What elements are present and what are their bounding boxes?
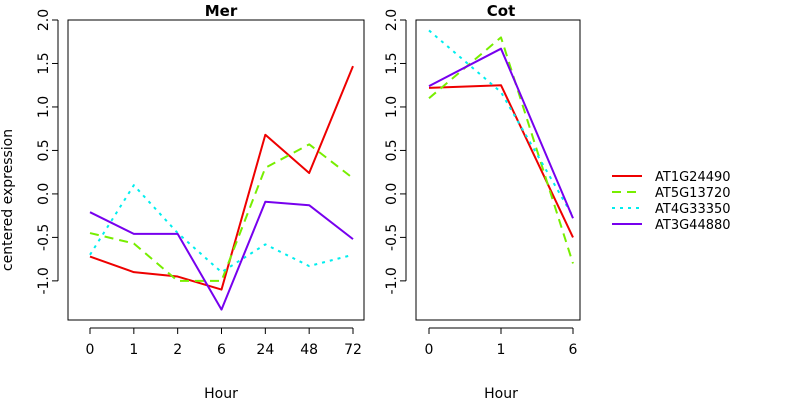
legend-label: AT5G13720 <box>655 186 731 201</box>
y-tick-label: 1.5 <box>36 52 52 74</box>
series-line-at1g24490 <box>89 65 354 291</box>
x-tick-label: 6 <box>217 342 226 358</box>
series-line-at1g24490 <box>428 84 574 238</box>
y-tick-label: 1.0 <box>36 96 52 118</box>
panel-mer: Mer Hour -1.0 -0.5 0.0 0.5 1.0 1.5 2.0 0 1 2 6 24 4… <box>36 2 365 400</box>
x-tick-label: 72 <box>344 342 362 358</box>
y-tick-label: 0.5 <box>36 139 52 161</box>
panel-cot: Cot Hour -1.0 -0.5 0.0 0.5 1.0 1.5 2.0 0 1 6 <box>384 2 581 400</box>
y-tick-label: 1.5 <box>384 52 400 74</box>
series-lines <box>428 29 574 264</box>
legend-label: AT1G24490 <box>655 170 731 185</box>
x-tick-label: 48 <box>300 342 318 358</box>
y-tick-label: -1.0 <box>36 267 52 294</box>
panel-title: Mer <box>205 2 238 20</box>
series-line-at5g13720 <box>428 36 574 264</box>
y-tick-label: -1.0 <box>384 267 400 294</box>
legend-item: AT4G33350 <box>612 202 731 217</box>
x-tick-label: 0 <box>86 342 95 358</box>
x-tick-label: 6 <box>569 342 578 358</box>
y-tick-label: 0.0 <box>36 183 52 205</box>
plot-frame <box>67 19 365 321</box>
x-tick-label: 2 <box>173 342 182 358</box>
series-line-at3g44880 <box>89 200 354 311</box>
y-axis-title: centered expression <box>0 129 16 271</box>
x-axis-title: Hour <box>484 386 518 400</box>
legend-item: AT5G13720 <box>612 186 731 201</box>
x-axis: 0 1 6 <box>425 327 578 358</box>
y-tick-label: -0.5 <box>36 224 52 251</box>
y-tick-label: 2.0 <box>384 9 400 31</box>
legend-label: AT4G33350 <box>655 202 731 217</box>
series-line-at5g13720 <box>89 143 354 282</box>
x-tick-label: 1 <box>497 342 506 358</box>
x-axis: 0 1 2 6 24 48 72 <box>86 327 362 358</box>
y-tick-label: 0.0 <box>384 183 400 205</box>
y-tick-label: 1.0 <box>384 96 400 118</box>
legend-item: AT3G44880 <box>612 218 731 233</box>
y-tick-label: 2.0 <box>36 9 52 31</box>
y-tick-label: -0.5 <box>384 224 400 251</box>
legend-label: AT3G44880 <box>655 218 731 233</box>
series-line-at4g33350 <box>428 29 574 218</box>
y-axis: -1.0 -0.5 0.0 0.5 1.0 1.5 2.0 <box>384 9 407 295</box>
x-tick-label: 24 <box>256 342 274 358</box>
y-axis: -1.0 -0.5 0.0 0.5 1.0 1.5 2.0 <box>36 9 59 295</box>
x-tick-label: 0 <box>425 342 434 358</box>
x-axis-title: Hour <box>204 386 238 400</box>
series-line-at4g33350 <box>89 184 354 274</box>
legend-item: AT1G24490 <box>612 170 731 185</box>
series-lines <box>89 65 354 311</box>
panel-title: Cot <box>487 2 515 20</box>
y-tick-label: 0.5 <box>384 139 400 161</box>
x-tick-label: 1 <box>129 342 138 358</box>
series-line-at3g44880 <box>428 47 574 219</box>
plot-frame <box>415 19 581 321</box>
